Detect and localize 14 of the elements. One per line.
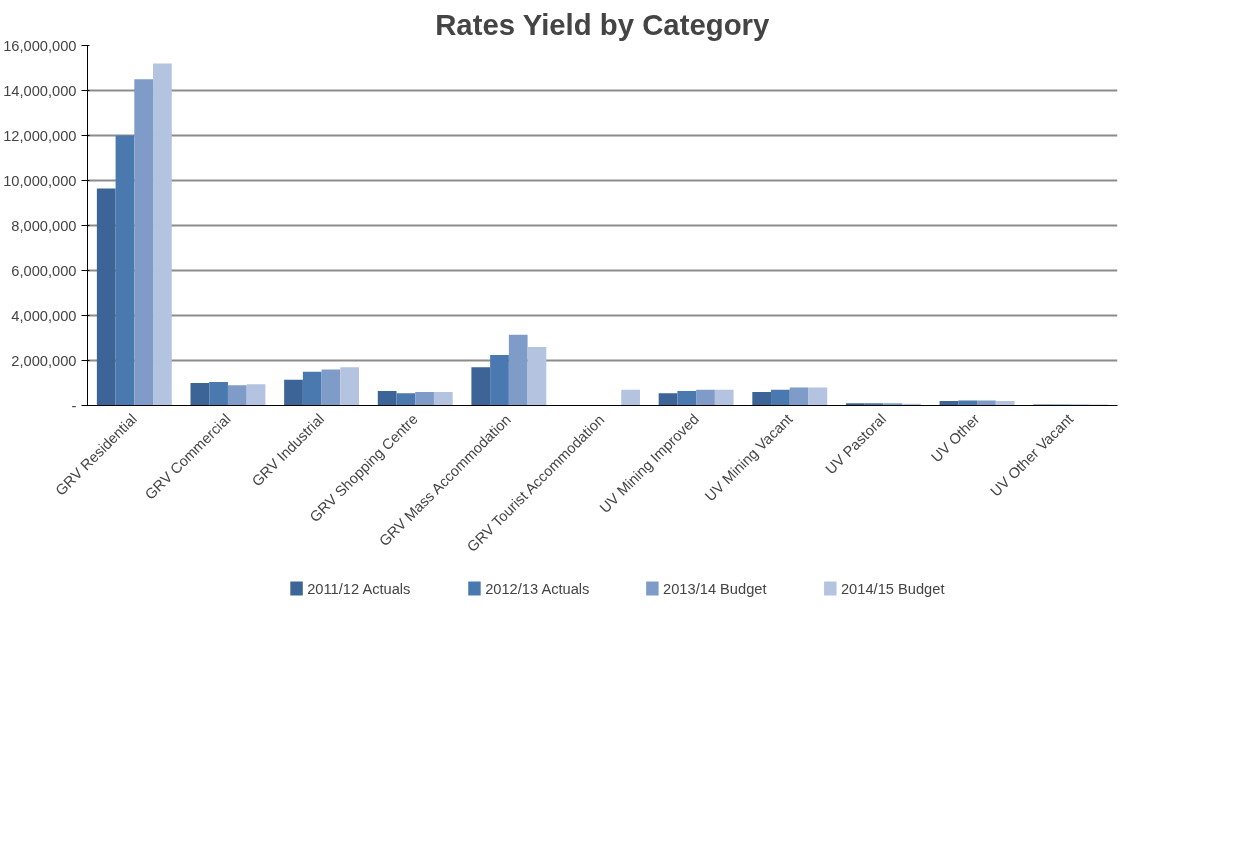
legend-label: 2011/12 Actuals [307, 580, 411, 597]
legend-label: 2012/13 Actuals [485, 580, 590, 597]
legend-label: 2014/15 Budget [840, 580, 945, 597]
y-tick-label: 14,000,000 [3, 82, 77, 99]
y-tick-label: 12,000,000 [3, 127, 77, 144]
y-tick-label: 8,000,000 [11, 217, 77, 234]
legend-label: 2013/14 Budget [663, 580, 767, 597]
y-tick-label: 4,000,000 [11, 307, 77, 324]
y-tick-label: 16,000,000 [3, 37, 77, 54]
y-tick-label: - [71, 397, 77, 414]
y-tick-label: 2,000,000 [11, 352, 77, 369]
y-tick-label: 10,000,000 [3, 172, 77, 189]
y-tick-label: 6,000,000 [11, 262, 77, 279]
chart-title: Rates Yield by Category [435, 7, 770, 41]
